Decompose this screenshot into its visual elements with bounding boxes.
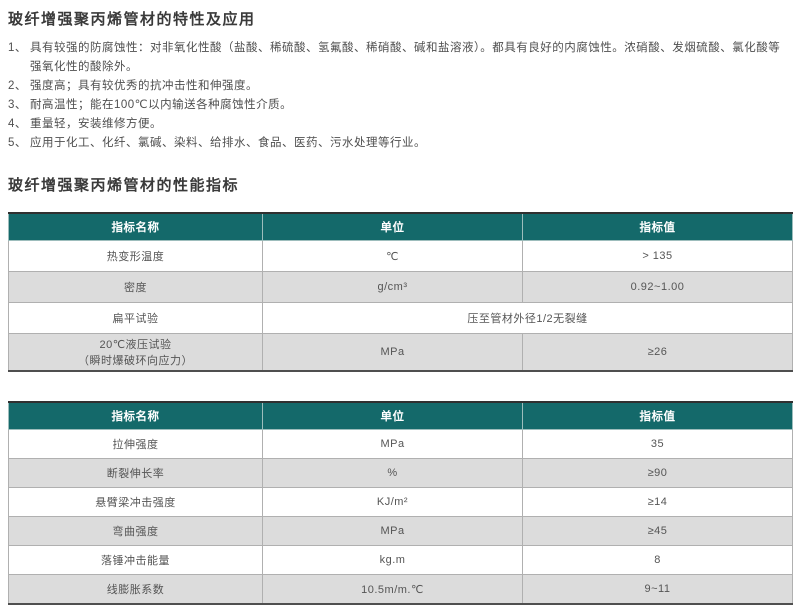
- feature-item-text: 强度高；具有较优秀的抗冲击性和伸强度。: [30, 80, 258, 92]
- table-cell: 断裂伸长率: [8, 458, 263, 488]
- feature-item: 3、 耐高温性；能在100℃以内输送各种腐蚀性介质。: [8, 96, 792, 115]
- table-cell: 35: [522, 429, 793, 459]
- feature-item-number: 2、: [8, 80, 27, 92]
- table-cell: 扁平试验: [8, 302, 263, 334]
- specs-section-title: 玻纤增强聚丙烯管材的性能指标: [8, 177, 240, 194]
- feature-item: 5、 应用于化工、化纤、氯碱、染料、给排水、食品、医药、污水处理等行业。: [8, 134, 792, 153]
- table-row: 弯曲强度 MPa ≥45: [8, 516, 793, 546]
- feature-item-text: 具有较强的防腐蚀性：对非氧化性酸（盐酸、稀硫酸、氢氟酸、稀硝酸、碱和盐溶液）。都…: [30, 42, 781, 73]
- table-cell: ≥90: [522, 458, 793, 488]
- feature-item-text: 耐高温性；能在100℃以内输送各种腐蚀性介质。: [30, 99, 293, 111]
- table-cell: MPa: [262, 333, 523, 372]
- table-row: 拉伸强度 MPa 35: [8, 429, 793, 459]
- column-header-unit: 单位: [262, 402, 523, 430]
- table-cell: 落锤冲击能量: [8, 545, 263, 575]
- feature-item-text: 重量轻，安装维修方便。: [30, 118, 162, 130]
- column-header-value: 指标值: [522, 402, 793, 430]
- table-cell: ℃: [262, 240, 523, 272]
- table-cell: KJ/m²: [262, 487, 523, 517]
- feature-list: 1、 具有较强的防腐蚀性：对非氧化性酸（盐酸、稀硫酸、氢氟酸、稀硝酸、碱和盐溶液…: [8, 39, 792, 153]
- table-cell: ≥26: [522, 333, 793, 372]
- feature-item: 1、 具有较强的防腐蚀性：对非氧化性酸（盐酸、稀硫酸、氢氟酸、稀硝酸、碱和盐溶液…: [8, 39, 792, 77]
- column-header-name: 指标名称: [8, 402, 263, 430]
- feature-item: 4、 重量轻，安装维修方便。: [8, 115, 792, 134]
- column-header-value: 指标值: [522, 213, 793, 241]
- table-row: 密度 g/cm³ 0.92~1.00: [8, 271, 793, 303]
- table-cell: 悬臂梁冲击强度: [8, 487, 263, 517]
- feature-item-number: 5、: [8, 137, 27, 149]
- table-cell: 弯曲强度: [8, 516, 263, 546]
- feature-item-text: 应用于化工、化纤、氯碱、染料、给排水、食品、医药、污水处理等行业。: [30, 137, 426, 149]
- table-cell: ≥45: [522, 516, 793, 546]
- table-row: 20℃液压试验 （瞬时爆破环向应力） MPa ≥26: [8, 333, 793, 372]
- table-cell: %: [262, 458, 523, 488]
- table-cell: 热变形温度: [8, 240, 263, 272]
- spec-table-mechanical: 指标名称 单位 指标值 拉伸强度 MPa 35 断裂伸长率% ≥90 悬臂梁冲击强度 KJ/…: [8, 401, 793, 605]
- table-cell: > 135: [522, 240, 793, 272]
- table-header-row: 指标名称 单位 指标值: [8, 213, 793, 241]
- column-header-unit: 单位: [262, 213, 523, 241]
- table-header-row: 指标名称 单位 指标值: [8, 402, 793, 430]
- feature-item-number: 3、: [8, 99, 27, 111]
- table-row: 断裂伸长率% ≥90: [8, 458, 793, 488]
- table-cell: 密度: [8, 271, 263, 303]
- table-cell: kg.m: [262, 545, 523, 575]
- table-cell: MPa: [262, 516, 523, 546]
- table-cell: 20℃液压试验 （瞬时爆破环向应力）: [8, 333, 263, 372]
- table-cell: 0.92~1.00: [522, 271, 793, 303]
- table-cell: 拉伸强度: [8, 429, 263, 459]
- table-row: 扁平试验 压至管材外径1/2无裂缝: [8, 302, 793, 334]
- table-cell: 8: [522, 545, 793, 575]
- table-row: 悬臂梁冲击强度 KJ/m² ≥14: [8, 487, 793, 517]
- feature-item-number: 4、: [8, 118, 27, 130]
- table-row: 落锤冲击能量 kg.m 8: [8, 545, 793, 575]
- table-cell: MPa: [262, 429, 523, 459]
- table-cell: 压至管材外径1/2无裂缝: [262, 302, 793, 334]
- feature-item: 2、 强度高；具有较优秀的抗冲击性和伸强度。: [8, 77, 792, 96]
- feature-item-number: 1、: [8, 42, 27, 54]
- features-section-title: 玻纤增强聚丙烯管材的特性及应用: [8, 11, 256, 28]
- table-cell: g/cm³: [262, 271, 523, 303]
- table-cell: ≥14: [522, 487, 793, 517]
- spec-table-physical: 指标名称 单位 指标值 热变形温度 ℃ > 135 密度 g/cm³ 0.92~1.00 扁…: [8, 212, 793, 372]
- column-header-name: 指标名称: [8, 213, 263, 241]
- table-row: 热变形温度 ℃ > 135: [8, 240, 793, 272]
